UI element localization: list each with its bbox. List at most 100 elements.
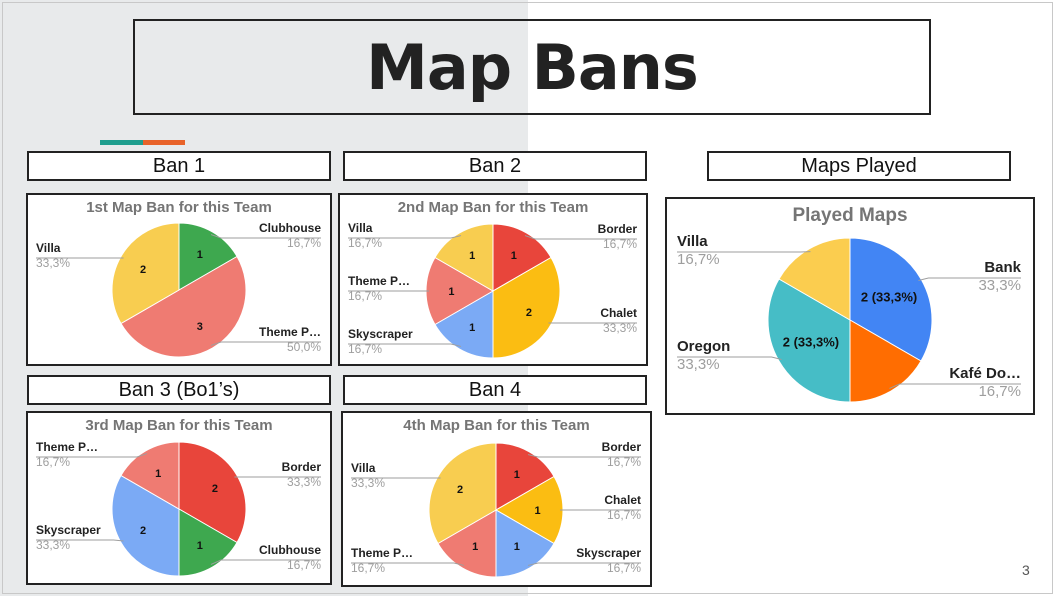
header-maps-played: Maps Played [707, 151, 1011, 181]
leader-line [524, 235, 637, 240]
legend-label: Theme P… [259, 325, 321, 339]
slice-value-label: 2 [526, 307, 532, 319]
header-ban-4: Ban 4 [343, 375, 647, 405]
legend-label: Villa [36, 241, 61, 255]
slice-value-label: 1 [514, 541, 520, 553]
legend-label: Theme P… [351, 546, 413, 560]
slice-value-label: 1 [469, 250, 475, 262]
slice-value-label: 3 [197, 321, 203, 333]
leader-line [36, 539, 124, 542]
slice-value-label: 1 [197, 540, 203, 552]
slice-value-label: 2 [140, 525, 146, 537]
legend-percent: 33,3% [677, 356, 720, 373]
title-box: Map Bans [133, 19, 931, 115]
legend-percent: 16,7% [978, 383, 1021, 400]
pie-slice [434, 290, 494, 359]
leader-line [677, 356, 782, 360]
leader-line [210, 341, 321, 346]
legend-label: Clubhouse [259, 221, 321, 235]
leader-line [348, 235, 462, 239]
pie-slice [495, 442, 555, 511]
pie-slice [178, 508, 238, 577]
legend-label: Chalet [604, 493, 641, 507]
chart-panel-ban-4: 4th Map Ban for this Team 1 Border 16,7% 1 Ch… [341, 411, 652, 587]
legend-label: Villa [348, 221, 373, 235]
pie-slice [849, 319, 922, 403]
leader-line [918, 277, 1021, 281]
slice-value-label: 2 [457, 484, 463, 496]
leader-line [210, 234, 321, 239]
leader-line [527, 562, 641, 566]
chart-title: 4th Map Ban for this Team [403, 417, 589, 434]
legend-percent: 16,7% [287, 558, 321, 572]
pie-slice [849, 237, 933, 362]
slice-value-label: 1 [472, 541, 478, 553]
leader-line [36, 453, 148, 458]
pie-slice [111, 222, 180, 325]
pie-slice [778, 237, 851, 321]
pie-slice [495, 509, 555, 578]
pie-slice [492, 256, 561, 359]
legend-percent: 16,7% [607, 561, 641, 575]
legend-label: Border [602, 440, 642, 454]
leader-line [889, 383, 1021, 389]
legend-label: Theme P… [348, 274, 410, 288]
legend-label: Skyscraper [36, 523, 101, 537]
legend-percent: 16,7% [36, 455, 70, 469]
chart-panel-ban-1: 1st Map Ban for this Team 1 Clubhouse 16,7%… [26, 193, 332, 366]
slice-value-label: 1 [197, 249, 203, 261]
legend-label: Bank [984, 259, 1021, 276]
legend-label: Kafé Do… [949, 365, 1021, 382]
pie-slice [492, 223, 552, 292]
slice-value-label: 1 [511, 250, 517, 262]
legend-percent: 33,3% [36, 256, 70, 270]
legend-label: Villa [351, 461, 376, 475]
legend-percent: 33,3% [36, 538, 70, 552]
pie-slice [178, 441, 247, 544]
chart-title: 1st Map Ban for this Team [86, 199, 272, 216]
legend-label: Border [282, 460, 322, 474]
legend-percent: 16,7% [607, 508, 641, 522]
pie-slice [120, 255, 247, 358]
page-number: 3 [1022, 562, 1030, 578]
pie-slice [434, 223, 494, 292]
pie-slice [111, 474, 180, 577]
header-ban-2: Ban 2 [343, 151, 647, 181]
legend-label: Clubhouse [259, 543, 321, 557]
slice-value-label: 1 [155, 468, 161, 480]
legend-label: Skyscraper [348, 327, 413, 341]
chart-title: 2nd Map Ban for this Team [398, 199, 589, 216]
slice-value-label: 1 [469, 322, 475, 334]
legend-percent: 33,3% [603, 321, 637, 335]
legend-label: Theme P… [36, 440, 98, 454]
legend-percent: 50,0% [287, 340, 321, 354]
pie-chart-ban4: 4th Map Ban for this Team 1 Border 16,7% 1 Ch… [351, 417, 642, 578]
chart-panel-ban-2: 2nd Map Ban for this Team 1 Border 16,7% 2 Ch… [338, 193, 648, 366]
chart-title: 3rd Map Ban for this Team [85, 417, 272, 434]
legend-percent: 16,7% [348, 342, 382, 356]
slice-value-label: 1 [448, 286, 454, 298]
legend-percent: 33,3% [287, 475, 321, 489]
slice-value-label: 1 [534, 505, 540, 517]
leader-line [348, 343, 462, 347]
pie-slice [767, 278, 851, 403]
legend-label: Skyscraper [576, 546, 641, 560]
leader-line [527, 454, 641, 458]
legend-percent: 33,3% [978, 277, 1021, 294]
accent-bar-teal [100, 140, 143, 145]
pie-slice [437, 509, 497, 578]
slice-value-label: 2 [140, 264, 146, 276]
legend-percent: 16,7% [348, 236, 382, 250]
page-title: Map Bans [366, 30, 699, 104]
pie-slice [178, 222, 238, 291]
legend-percent: 16,7% [287, 236, 321, 250]
legend-percent: 16,7% [348, 289, 382, 303]
pie-chart-ban1: 1st Map Ban for this Team 1 Clubhouse16,7%… [36, 199, 321, 358]
accent-bar-orange [143, 140, 185, 145]
legend-label: Border [598, 222, 638, 236]
